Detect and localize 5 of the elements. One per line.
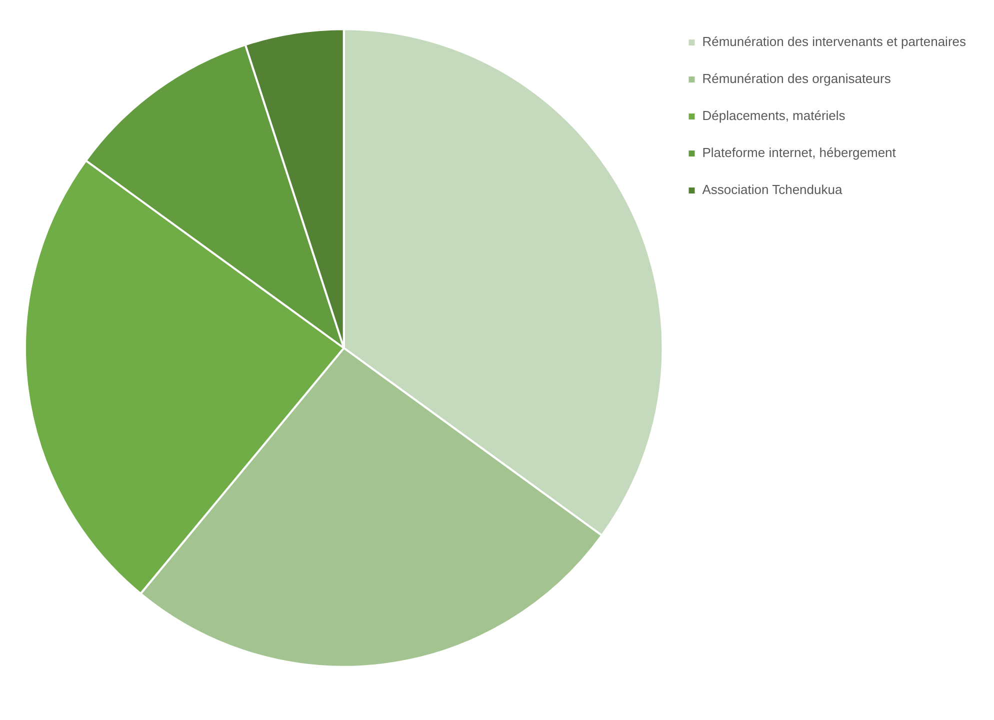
legend-label: Plateforme internet, hébergement [702,145,896,160]
legend-label: Rémunération des organisateurs [702,71,892,86]
legend-label: Déplacements, matériels [702,108,846,124]
legend-label: Rémunération des intervenants et partenaires [702,34,966,50]
legend-label: Association Tchendukua [702,182,843,198]
